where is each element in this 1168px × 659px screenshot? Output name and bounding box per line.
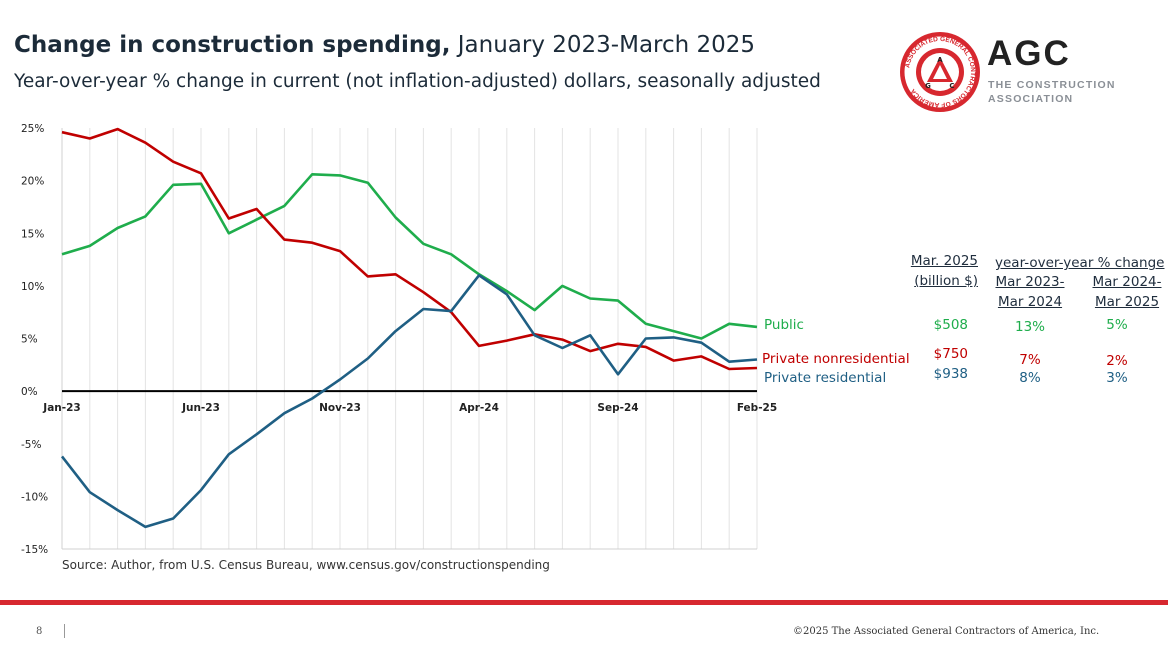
line-chart: 25% 20% 15% 10% 5% 0% -5% -10% -15% Jan-23 Jun-23 N…: [21, 123, 777, 556]
seal-letter-c: C: [949, 82, 954, 90]
x-tick-label: Apr-24: [459, 402, 499, 414]
y-tick-label: 5%: [21, 334, 38, 346]
footer-divider: [0, 600, 1168, 605]
table-cell-res-yoy-2024: 8%: [1019, 370, 1041, 386]
legend-label-private-nonresidential: Private nonresidential: [762, 351, 910, 367]
y-tick-label: 10%: [21, 281, 44, 293]
title-rest: January 2023-March 2025: [450, 32, 756, 58]
table-cell-nonres-yoy-2024: 7%: [1019, 352, 1041, 368]
x-tick-label: Nov-23: [319, 402, 361, 414]
table-cell-public-yoy-2024: 13%: [1014, 319, 1045, 335]
series-line-private-residential: [60, 274, 758, 529]
table-header-period2-line2: Mar 2025: [1094, 294, 1160, 310]
table-cell-res-billions: $938: [933, 366, 968, 382]
slide-title: Change in construction spending, January…: [14, 32, 755, 58]
page-number: 8: [36, 626, 43, 637]
page-number-separator: [64, 624, 65, 638]
agc-seal-icon: ASSOCIATED GENERAL CONTRACTORS OF AMERIC…: [900, 32, 980, 112]
table-cell-nonres-yoy-2025: 2%: [1106, 353, 1128, 369]
table-header-period2-line1: Mar 2024-: [1092, 274, 1162, 290]
table-cell-public-billions: $508: [933, 317, 968, 333]
legend-label-public: Public: [764, 317, 804, 333]
x-tick-label: Feb-25: [737, 402, 777, 414]
y-tick-label: -5%: [21, 439, 41, 451]
slide-subtitle: Year-over-year % change in current (not …: [14, 71, 821, 92]
source-note: Source: Author, from U.S. Census Bureau,…: [62, 558, 550, 572]
agc-logo: ASSOCIATED GENERAL CONTRACTORS OF AMERIC…: [898, 30, 1130, 114]
legend-label-private-residential: Private residential: [764, 370, 887, 386]
y-tick-label: 20%: [21, 176, 44, 188]
table-cell-nonres-billions: $750: [933, 346, 968, 362]
copyright-notice: ©2025 The Associated General Contractors…: [793, 626, 1100, 637]
y-tick-label: 15%: [21, 228, 44, 240]
series-line-private-nonresidential: [61, 127, 758, 371]
agc-wordmark: AGC: [987, 34, 1071, 73]
agc-tagline-line2: ASSOCIATION: [988, 93, 1074, 105]
seal-letter-a: A: [937, 56, 943, 64]
x-tick-label: Jun-23: [181, 402, 220, 414]
table-header-billions-line2: (billion $): [914, 273, 978, 289]
seal-letter-g: G: [925, 82, 931, 90]
table-header-yoy-group: year-over-year % change: [995, 255, 1165, 271]
table-header-billions-line1: Mar. 2025: [910, 253, 978, 269]
series-line-public: [61, 172, 758, 340]
y-tick-label: 0%: [21, 386, 38, 398]
title-bold: Change in construction spending,: [14, 32, 451, 58]
table-cell-res-yoy-2025: 3%: [1106, 370, 1128, 386]
y-tick-label: -15%: [21, 544, 48, 556]
y-tick-label: -10%: [21, 491, 48, 503]
x-tick-label: Jan-23: [42, 402, 80, 414]
table-header-period1-line1: Mar 2023-: [995, 274, 1065, 290]
x-tick-label: Sep-24: [597, 402, 638, 414]
table-header-period1-line2: Mar 2024: [997, 294, 1063, 310]
agc-tagline-line1: THE CONSTRUCTION: [988, 79, 1116, 91]
y-tick-label: 25%: [21, 123, 44, 135]
table-cell-public-yoy-2025: 5%: [1106, 317, 1128, 333]
